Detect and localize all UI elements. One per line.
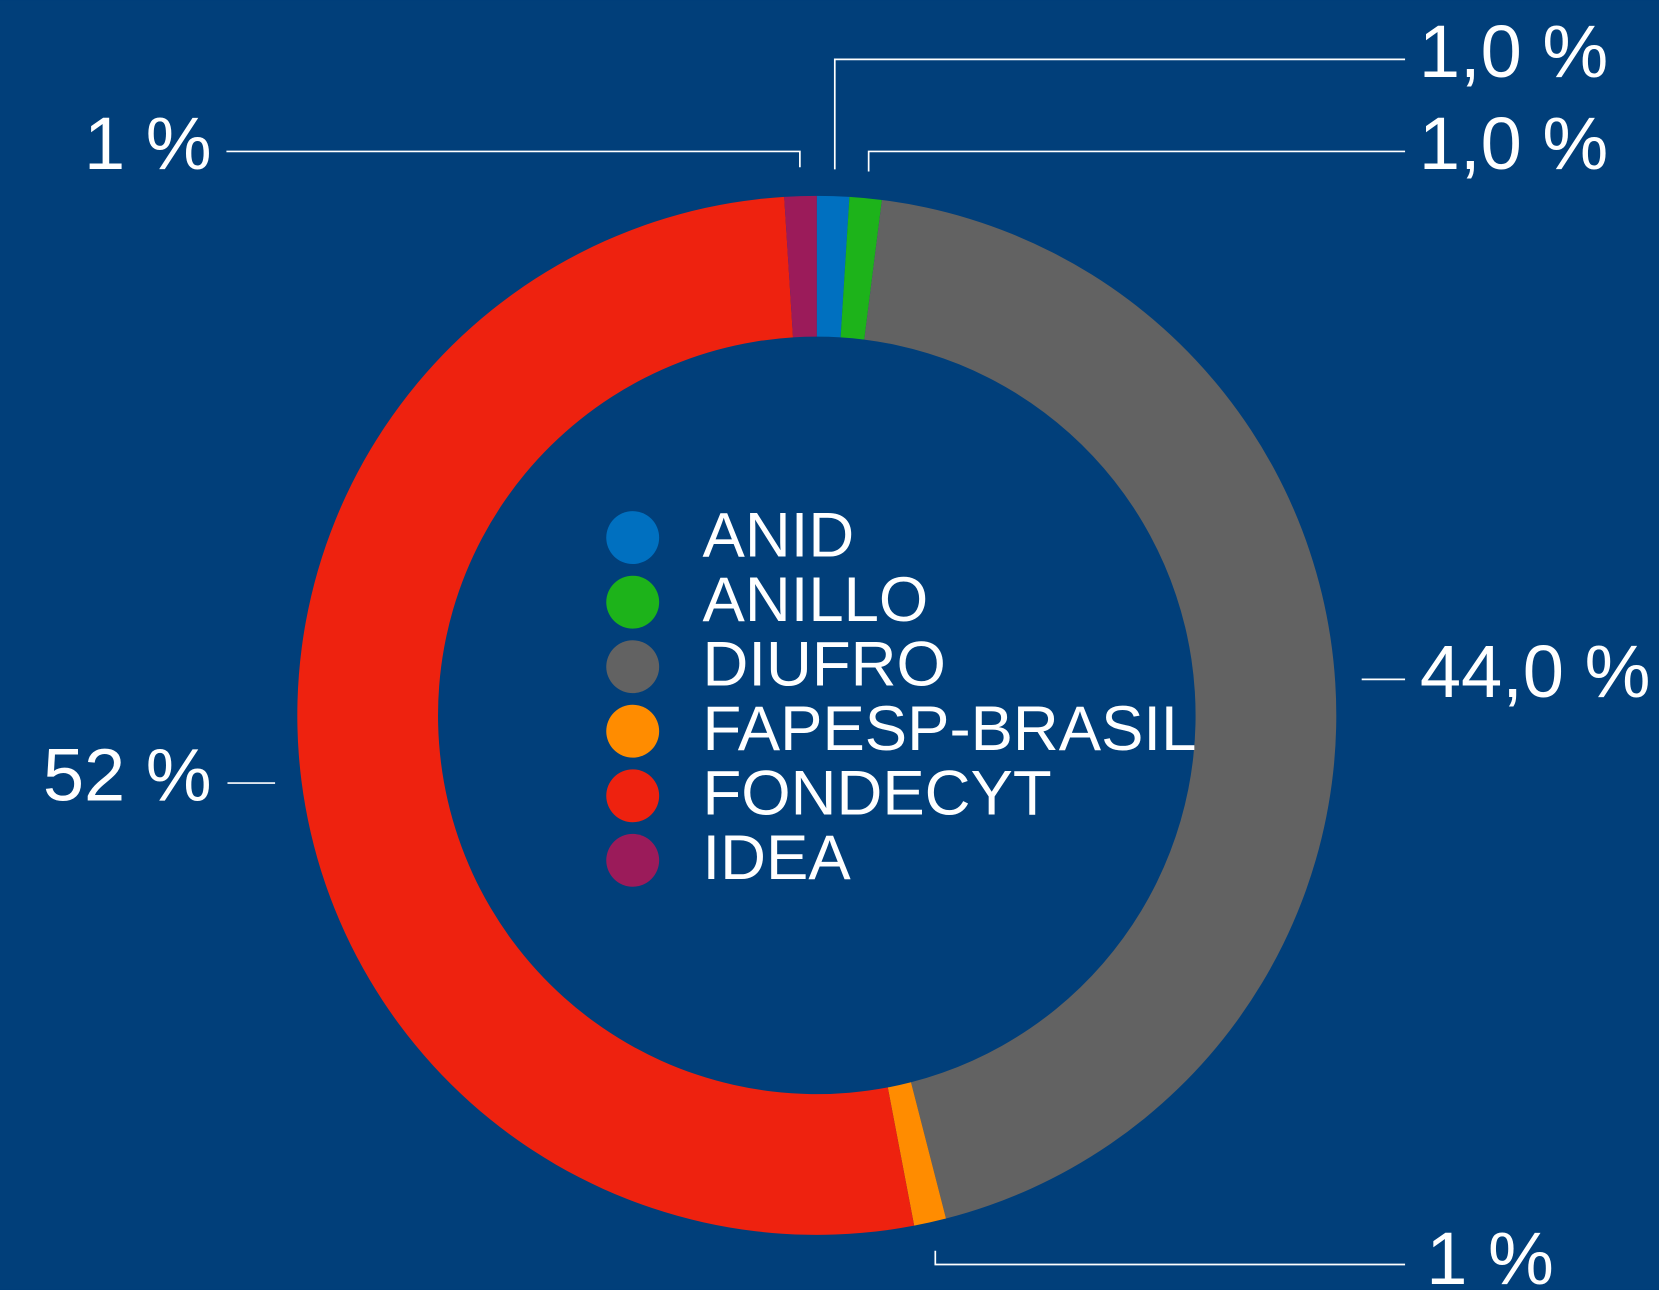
legend-swatch (606, 511, 660, 565)
leader-line (226, 150, 801, 168)
value-label: 52 % (43, 734, 212, 817)
legend-swatch (606, 704, 660, 758)
legend-swatch (606, 769, 660, 823)
donut-slice (887, 1082, 946, 1226)
legend-swatch (606, 575, 660, 629)
leader-line (833, 58, 1406, 170)
legend-label: FONDECYT (703, 759, 1052, 829)
leader-line (867, 150, 1406, 172)
donut-slice (784, 195, 817, 338)
donut-slice (840, 196, 882, 340)
legend-label: DIUFRO (703, 630, 946, 700)
legend-label: ANID (703, 500, 855, 570)
legend-label: IDEA (703, 823, 852, 893)
value-label: 44,0 % (1420, 630, 1651, 713)
legend-swatch (606, 640, 660, 694)
value-label: 1 % (1426, 1217, 1554, 1290)
value-label: 1 % (84, 102, 212, 185)
legend-label: FAPESP-BRASIL (703, 694, 1197, 764)
donut-slice (816, 195, 850, 338)
value-label: 1,0 % (1419, 102, 1608, 185)
legend-swatch (606, 833, 660, 887)
legend-label: ANILLO (703, 565, 929, 635)
donut-slice (864, 199, 1337, 1219)
value-label: 1,0 % (1419, 10, 1608, 93)
leader-line (934, 1250, 1406, 1266)
donut-slice (297, 196, 915, 1235)
